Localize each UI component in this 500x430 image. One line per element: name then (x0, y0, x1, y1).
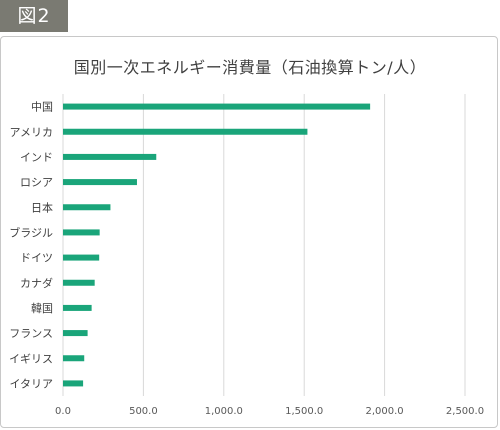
bar (63, 128, 308, 135)
y-category-label: ロシア (20, 176, 53, 189)
x-tick-label: 2,500.0 (446, 406, 484, 417)
y-category-label: フランス (9, 327, 53, 340)
bar (63, 304, 92, 311)
y-category-label: 中国 (31, 101, 53, 114)
y-category-label: 日本 (31, 200, 53, 214)
bar (63, 153, 157, 160)
x-tick-label: 1,000.0 (205, 406, 243, 417)
y-category-label: ドイツ (20, 252, 53, 265)
bar (63, 279, 95, 286)
y-category-label: インド (20, 151, 53, 164)
bar (63, 229, 100, 236)
bar (63, 179, 137, 186)
bar (63, 380, 84, 387)
bar (63, 330, 88, 337)
y-category-label: 韓国 (31, 302, 53, 315)
x-tick-label: 1,500.0 (285, 406, 323, 417)
bar (63, 103, 371, 110)
figure-label: 図2 (0, 0, 68, 32)
y-category-label: イギリス (9, 352, 53, 365)
y-category-label: カナダ (20, 276, 53, 290)
bar (63, 204, 111, 211)
chart-title: 国別一次エネルギー消費量（石油換算トン/人） (73, 58, 427, 77)
x-tick-label: 2,000.0 (366, 406, 404, 417)
bar (63, 355, 85, 362)
bar (63, 254, 100, 261)
x-tick-label: 0.0 (55, 406, 71, 417)
y-category-label: アメリカ (10, 126, 53, 139)
y-category-label: イタリア (9, 377, 53, 390)
y-category-label: ブラジル (9, 225, 53, 239)
x-tick-label: 500.0 (129, 406, 158, 417)
